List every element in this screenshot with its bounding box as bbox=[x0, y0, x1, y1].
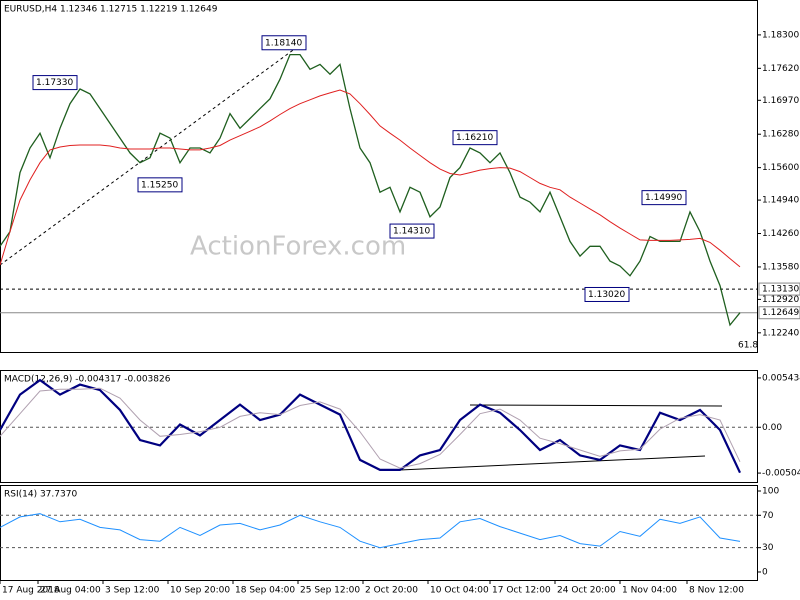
x-tick-label: 17 Oct 12:00 bbox=[492, 586, 551, 596]
series-line bbox=[0, 387, 741, 469]
y-tick-label: 0.00 bbox=[762, 423, 782, 433]
x-tick-label: 1 Nov 04:00 bbox=[622, 586, 677, 596]
watermark: ActionForex.com bbox=[190, 232, 406, 262]
x-tick-label: 8 Nov 12:00 bbox=[689, 586, 744, 596]
series-line bbox=[0, 378, 741, 474]
x-tick-label: 25 Sep 12:00 bbox=[300, 586, 360, 596]
y-tick-label: 1.14940 bbox=[762, 196, 799, 206]
x-tick-label: 27 Aug 04:00 bbox=[40, 586, 101, 596]
y-tick-label: 1.17620 bbox=[762, 64, 799, 74]
series-line bbox=[0, 53, 741, 327]
macd-trend-line bbox=[469, 404, 723, 407]
annotation-label: 1.14310 bbox=[393, 227, 430, 237]
y-tick-label: 1.18300 bbox=[762, 30, 799, 40]
annotation-label: 1.14990 bbox=[645, 193, 682, 203]
annotation-box bbox=[584, 286, 630, 302]
y-tick-label: -0.005046 bbox=[762, 469, 800, 479]
y-tick-label: 1.12240 bbox=[762, 328, 799, 338]
panel-frame bbox=[0, 0, 758, 353]
trend-line bbox=[0, 44, 301, 266]
y-tick-label: 70 bbox=[762, 511, 774, 521]
series-line bbox=[0, 89, 741, 268]
annotation-label: 1.13020 bbox=[588, 290, 625, 300]
series-line bbox=[0, 513, 741, 549]
y-tick-label: 1.15600 bbox=[762, 163, 799, 173]
y-tick-label: 30 bbox=[762, 543, 774, 553]
y-tick-label: 0.005434 bbox=[762, 373, 800, 383]
annotation-box bbox=[32, 75, 78, 91]
x-tick-label: 3 Sep 12:00 bbox=[105, 586, 160, 596]
y-tick-label: 100 bbox=[762, 486, 779, 496]
panel-frame bbox=[0, 485, 758, 581]
x-tick-label: 2 Oct 20:00 bbox=[365, 586, 418, 596]
y-tick-label: 1.16970 bbox=[762, 96, 799, 106]
annotation-box bbox=[137, 177, 183, 193]
annotation-box bbox=[389, 223, 435, 239]
panel-title: MACD(12,26,9) -0.004317 -0.003826 bbox=[4, 375, 171, 385]
y-tick-label: 1.12920 bbox=[762, 295, 799, 305]
x-tick-label: 24 Oct 20:00 bbox=[557, 586, 616, 596]
x-tick-label: 10 Sep 20:00 bbox=[170, 586, 230, 596]
note: 61.8 bbox=[738, 341, 758, 351]
level-label: 1.13130 bbox=[762, 285, 799, 295]
annotation-label: 1.17330 bbox=[36, 78, 73, 88]
panel-frame bbox=[0, 370, 758, 483]
annotation-label: 1.16210 bbox=[456, 133, 493, 143]
panel-title: RSI(14) 37.7370 bbox=[4, 490, 77, 500]
level-label-box bbox=[758, 306, 800, 320]
y-tick-label: 1.13580 bbox=[762, 262, 799, 272]
annotation-box bbox=[261, 35, 307, 51]
annotation-box bbox=[641, 190, 687, 206]
annotation-label: 1.18140 bbox=[265, 38, 302, 48]
annotation-label: 1.15250 bbox=[141, 180, 178, 190]
macd-trend-line bbox=[399, 455, 706, 471]
x-tick-label: 18 Sep 04:00 bbox=[235, 586, 295, 596]
x-tick-label: 17 Aug 2018 bbox=[2, 586, 60, 596]
level-label-box bbox=[758, 282, 800, 296]
y-tick-label: 1.16280 bbox=[762, 130, 799, 140]
y-tick-label: 0 bbox=[762, 567, 768, 577]
y-tick-label: 1.14260 bbox=[762, 229, 799, 239]
x-tick-label: 10 Oct 04:00 bbox=[430, 586, 489, 596]
annotation-box bbox=[452, 130, 498, 146]
panel-title: EURUSD,H4 1.12346 1.12715 1.12219 1.1264… bbox=[4, 5, 218, 15]
level-label: 1.12649 bbox=[762, 308, 799, 318]
